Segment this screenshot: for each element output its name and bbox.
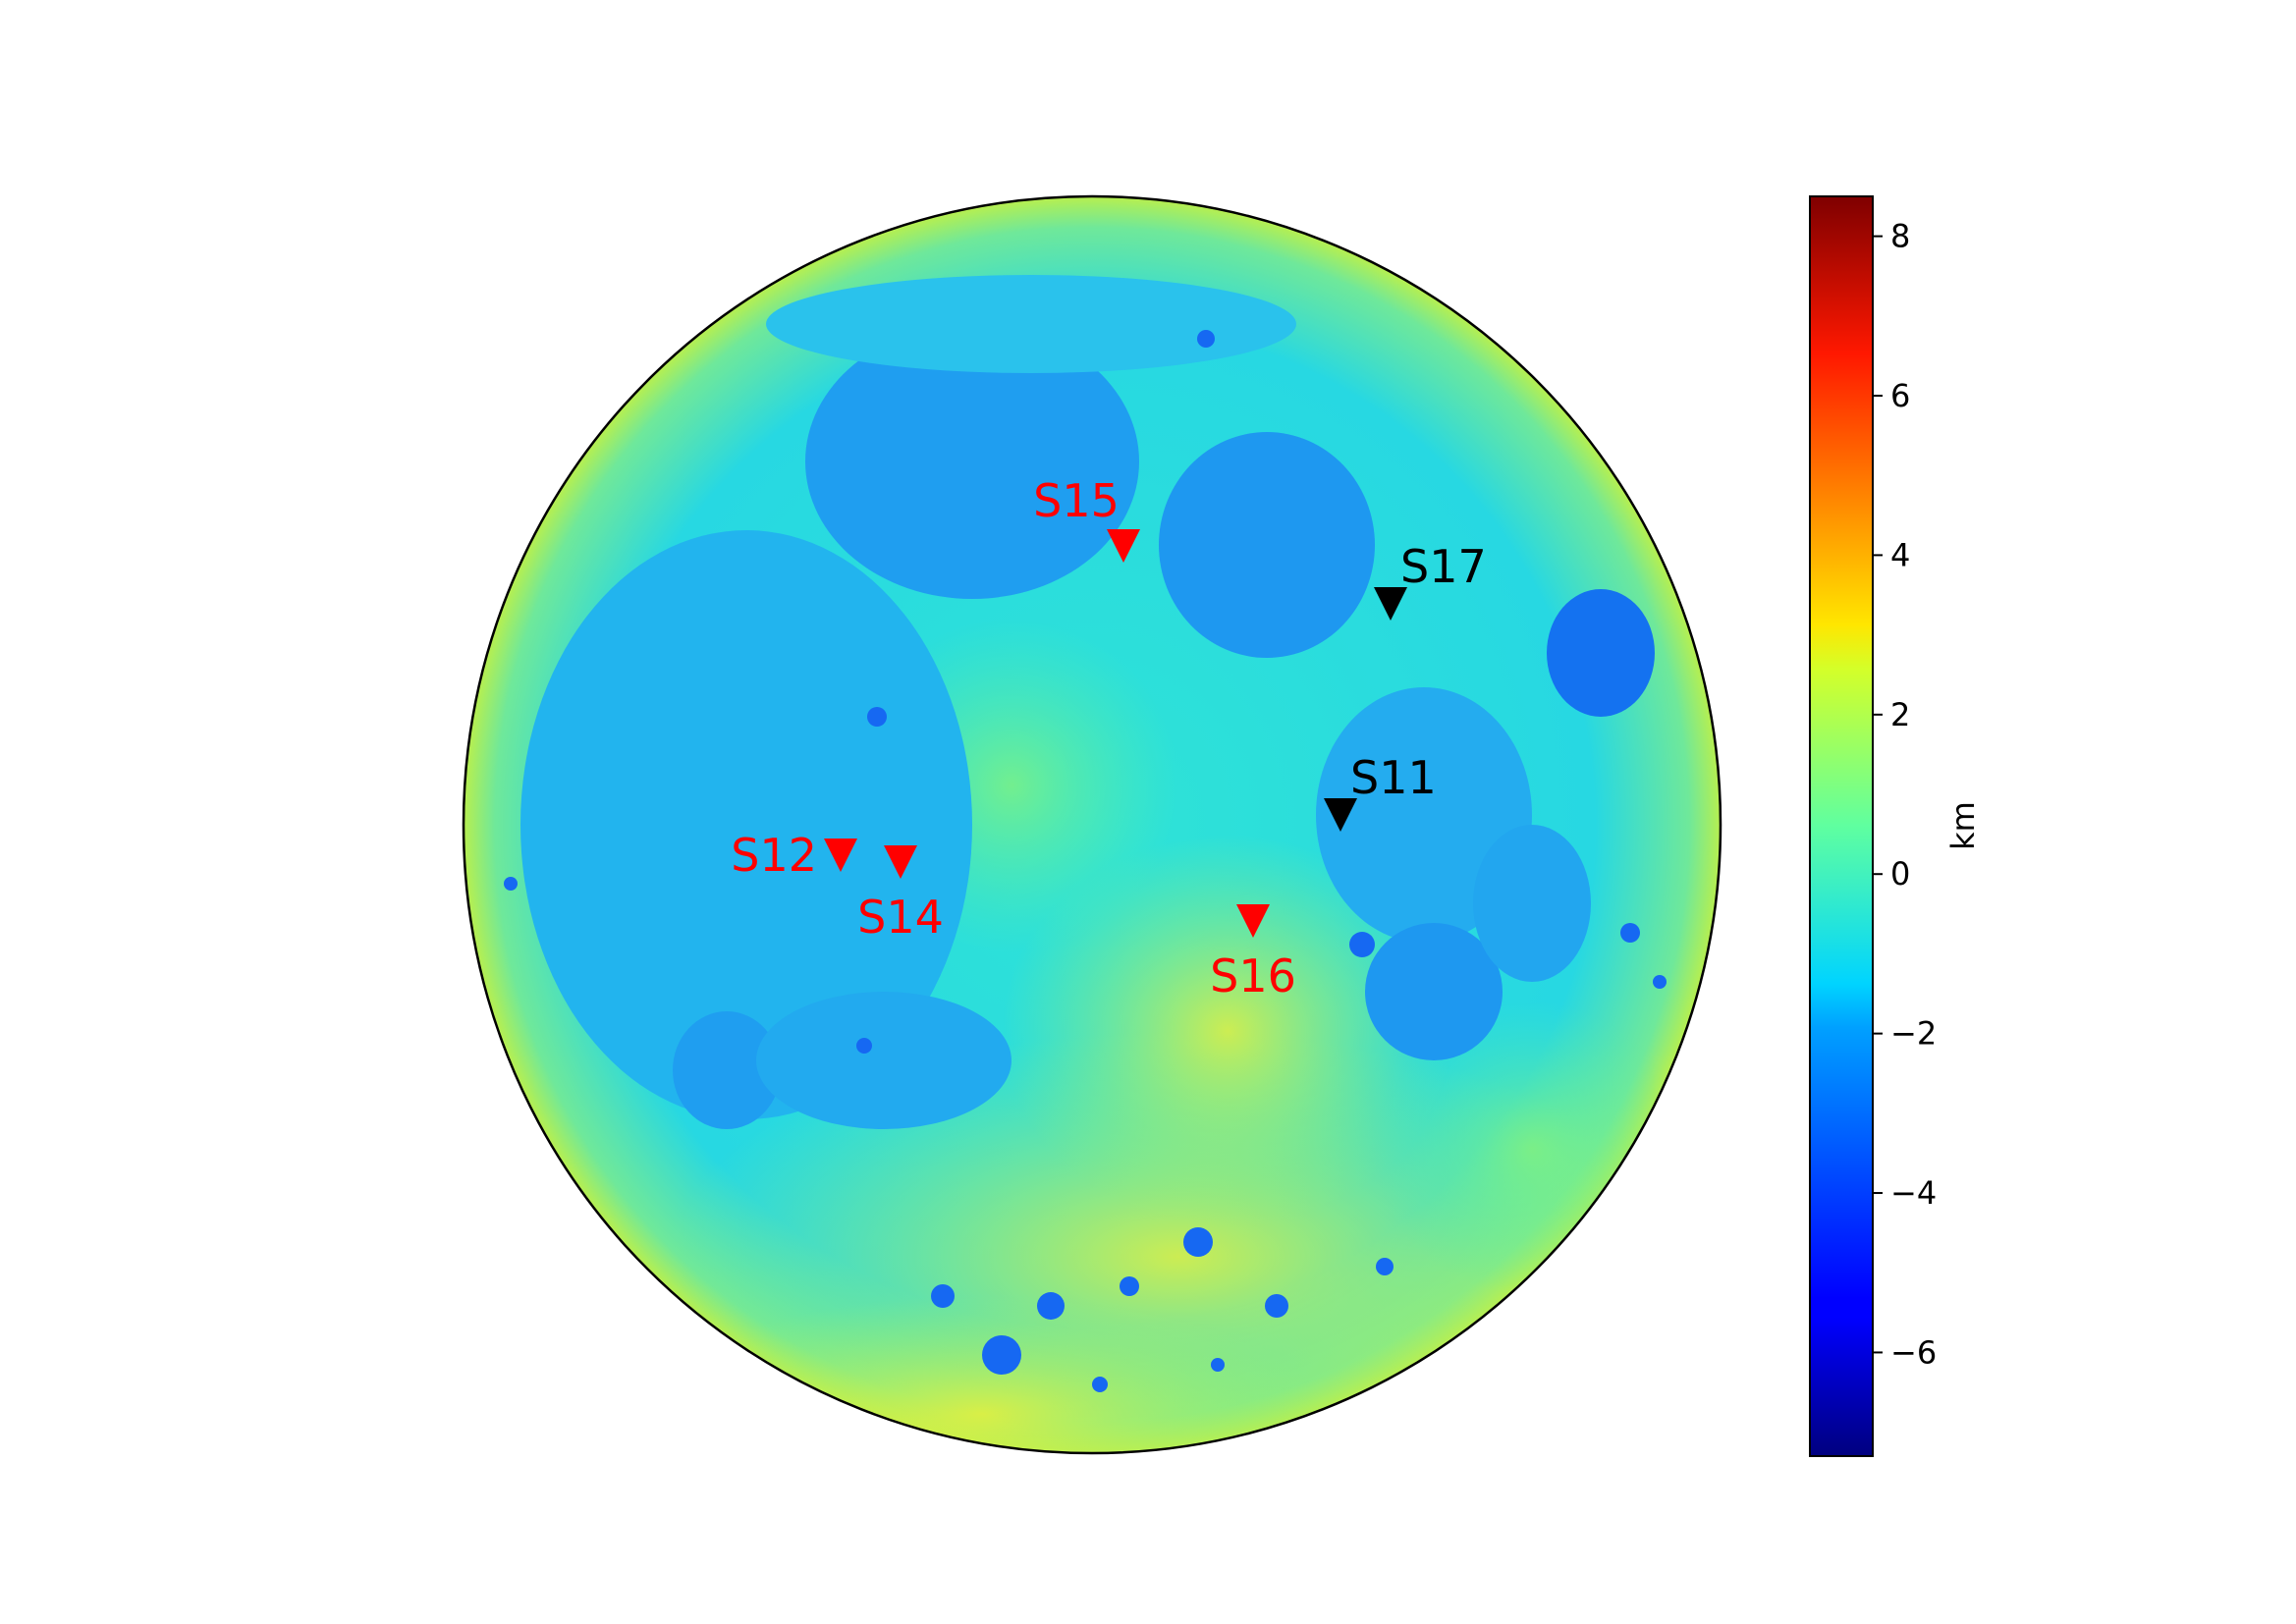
colorbar-label: km: [1944, 801, 1982, 850]
station-label-s11: S11: [1350, 751, 1437, 804]
station-label-s16: S16: [1210, 949, 1296, 1002]
station-marker-s17: [1374, 587, 1407, 621]
mare-nectaris: [1365, 923, 1503, 1060]
southern-rim: [638, 1296, 1326, 1453]
mare-imbrium: [805, 324, 1139, 599]
station-label-s14: S14: [857, 891, 944, 944]
mare-humorum: [673, 1011, 781, 1129]
station-marker-s16: [1236, 904, 1270, 938]
seismic-stations: S11 S12 S14 S15 S16 S17: [731, 474, 1486, 1002]
station-label-s12: S12: [731, 829, 817, 882]
station-label-s17: S17: [1400, 540, 1487, 593]
globe-outline: [462, 194, 1722, 1455]
station-marker-s15: [1107, 529, 1140, 563]
colorbar-tick-label: −4: [1890, 1174, 1937, 1212]
colorbar: 8 6 4 2 0 −2 −4 −6 km: [1809, 195, 1982, 1457]
colorbar-tick-label: 6: [1890, 377, 1910, 414]
station-label-s15: S15: [1033, 474, 1120, 527]
moon-globe: [464, 196, 1721, 1453]
colorbar-tick-label: 8: [1890, 218, 1910, 255]
colorbar-tick-label: −2: [1890, 1015, 1937, 1053]
colorbar-ticks: 8 6 4 2 0 −2 −4 −6: [1873, 218, 1937, 1371]
craters: [504, 330, 1667, 1392]
station-marker-s12: [824, 839, 857, 872]
mare-oceanus-procellarum: [520, 530, 972, 1119]
colorbar-tick-label: 2: [1890, 696, 1910, 733]
mare-frigoris: [766, 275, 1296, 373]
colorbar-tick-label: −6: [1890, 1333, 1937, 1371]
maria: [520, 275, 1655, 1129]
colorbar-tick-label: 4: [1890, 536, 1910, 573]
station-marker-s14: [884, 845, 917, 879]
colorbar-tick-label: 0: [1890, 855, 1910, 893]
station-marker-s11: [1324, 798, 1357, 832]
colorbar-gradient: [1809, 195, 1874, 1457]
mare-crisium: [1547, 589, 1655, 717]
mare-nubium: [756, 992, 1011, 1129]
central-highlands: [1002, 835, 1453, 1227]
mare-fecunditatis: [1473, 825, 1591, 982]
mare-serenitatis: [1159, 432, 1375, 658]
